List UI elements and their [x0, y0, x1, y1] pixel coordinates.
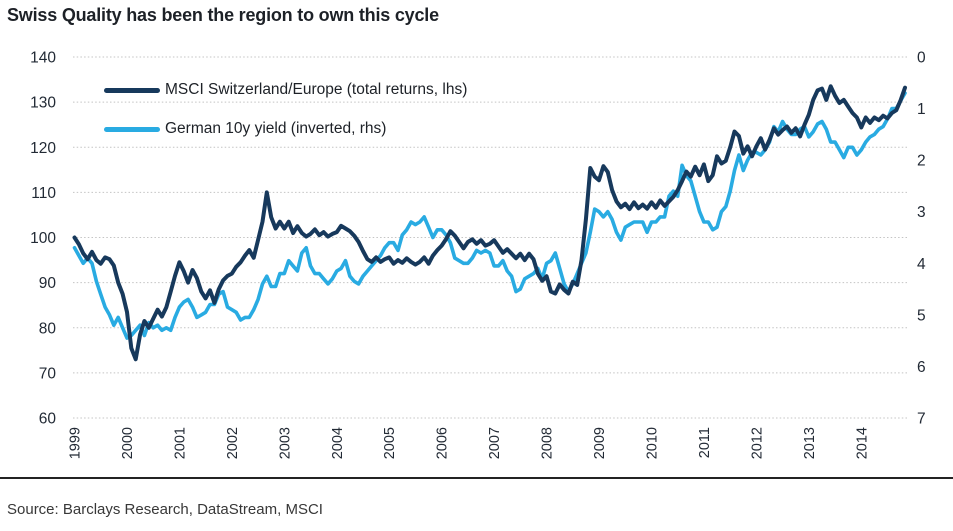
y-axis-right-tick: 4: [917, 256, 926, 273]
chart-legend: MSCI Switzerland/Europe (total returns, …: [104, 79, 467, 157]
source-note: Source: Barclays Research, DataStream, M…: [7, 501, 323, 518]
x-axis-year-label: 2013: [802, 427, 818, 459]
x-axis: 1999 2000 2001 2002 2003 2004 2005 2006 2007 2008…: [68, 427, 871, 459]
y-axis-left: 140 130 120 110 100 90 80 70 60: [30, 50, 56, 428]
msci-line-swatch: [104, 87, 160, 93]
y-axis-left-tick: 70: [39, 365, 57, 382]
x-axis-year-label: 2002: [225, 427, 241, 459]
y-axis-left-tick: 120: [30, 140, 56, 157]
footer-divider: [0, 477, 953, 479]
legend-label-msci: MSCI Switzerland/Europe (total returns, …: [165, 81, 468, 98]
x-axis-year-label: 1999: [68, 427, 84, 459]
x-axis-year-label: 2004: [330, 427, 346, 459]
y-axis-left-tick: 90: [39, 275, 57, 292]
y-axis-left-tick: 140: [30, 50, 56, 67]
chart-title: Swiss Quality has been the region to own…: [7, 5, 439, 25]
msci-line: [72, 84, 907, 362]
x-axis-year-label: 2001: [172, 427, 188, 459]
x-axis-year-label: 2003: [277, 427, 293, 459]
x-axis-year-label: 2006: [435, 427, 451, 459]
x-axis-year-label: 2014: [854, 427, 870, 459]
german-line-swatch: [104, 126, 160, 132]
y-axis-right-tick: 2: [917, 153, 926, 170]
y-axis-right-tick: 1: [917, 101, 926, 118]
y-axis-left-tick: 80: [39, 320, 57, 337]
x-axis-year-label: 2007: [487, 427, 503, 459]
legend-item-german: German 10y yield (inverted, rhs): [104, 118, 467, 140]
x-axis-year-label: 2009: [592, 427, 608, 459]
y-axis-right-tick: 6: [917, 359, 926, 376]
legend-label-german: German 10y yield (inverted, rhs): [165, 120, 387, 137]
x-axis-year-label: 2005: [382, 427, 398, 459]
y-axis-right: 0 1 2 3 4 5 6 7: [917, 50, 926, 428]
x-axis-year-label: 2012: [749, 427, 765, 459]
y-axis-right-tick: 5: [917, 307, 926, 324]
chart-canvas: 140 130 120 110 100 90 80 70 60 0 1 2 3 4 5 6 7 1999 2000 2…: [30, 50, 926, 460]
y-axis-left-tick: 100: [30, 230, 56, 247]
y-axis-left-tick: 60: [39, 411, 57, 428]
x-axis-year-label: 2000: [120, 427, 136, 459]
y-axis-right-tick: 7: [917, 411, 926, 428]
y-axis-left-tick: 130: [30, 95, 56, 112]
x-axis-year-label: 2011: [697, 427, 713, 458]
y-axis-left-tick: 110: [31, 185, 56, 202]
x-axis-year-label: 2010: [644, 427, 660, 459]
x-axis-year-label: 2008: [540, 427, 556, 459]
legend-item-msci: MSCI Switzerland/Europe (total returns, …: [104, 79, 467, 101]
y-axis-right-tick: 0: [917, 50, 926, 67]
y-axis-right-tick: 3: [917, 204, 926, 221]
